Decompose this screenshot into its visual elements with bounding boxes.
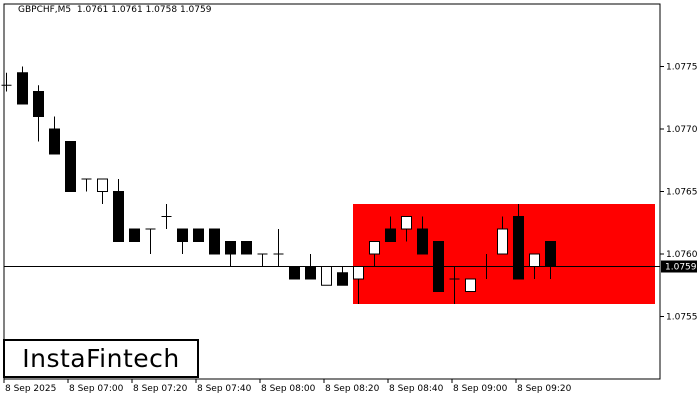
candle-body [305,266,316,280]
candle-body [113,191,124,242]
brand-logo-text: InstaFintech [22,344,180,373]
x-tick-label: 8 Sep 09:00 [453,384,508,394]
y-tick-label: 1.0760 [666,250,698,260]
x-tick-label: 8 Sep 09:20 [517,384,572,394]
candle-body [353,266,364,280]
x-tick-label: 8 Sep 07:00 [69,384,124,394]
ohlc-label: 1.0761 1.0761 1.0758 1.0759 [76,5,212,15]
candle-body [17,72,28,105]
symbol-label: GBPCHF,M5 [18,5,72,15]
x-tick-label: 8 Sep 08:40 [389,384,444,394]
candle-body [417,228,428,255]
candle-body [545,241,556,267]
candle-body [513,216,524,280]
candle-body [97,178,108,192]
x-tick-label: 8 Sep 08:20 [325,384,380,394]
chart-header: GBPCHF,M5 1.0761 1.0761 1.0758 1.0759 [18,5,211,15]
current-price-tag-label: 1.0759 [665,263,697,273]
y-tick-label: 1.0765 [666,188,698,198]
candle-body [49,128,60,155]
candle-body [193,228,204,242]
candle-body [465,278,476,292]
current-price-tag [661,260,697,273]
y-tick-label: 1.0755 [666,313,698,323]
candle-body [65,141,76,192]
candle-body [385,228,396,242]
candle-body [225,241,236,255]
brand-logo: InstaFintech [3,339,199,378]
candle-body [33,91,44,117]
candle-body [129,228,140,242]
x-tick-label: 8 Sep 08:00 [261,384,316,394]
candle-body [177,228,188,242]
x-tick-label: 8 Sep 07:40 [197,384,252,394]
candle-body [321,266,332,286]
candle-body [401,216,412,230]
candle-body [241,241,252,255]
candle-body [529,253,540,267]
x-tick-label: 8 Sep 2025 [5,384,56,394]
y-tick-label: 1.0775 [666,63,698,73]
candle-body [209,228,220,255]
x-tick-label: 8 Sep 07:20 [133,384,188,394]
candle-body [289,266,300,280]
candle-body [369,241,380,255]
candle-body [497,228,508,255]
y-tick-label: 1.0770 [666,125,698,135]
candle-body [337,272,348,286]
